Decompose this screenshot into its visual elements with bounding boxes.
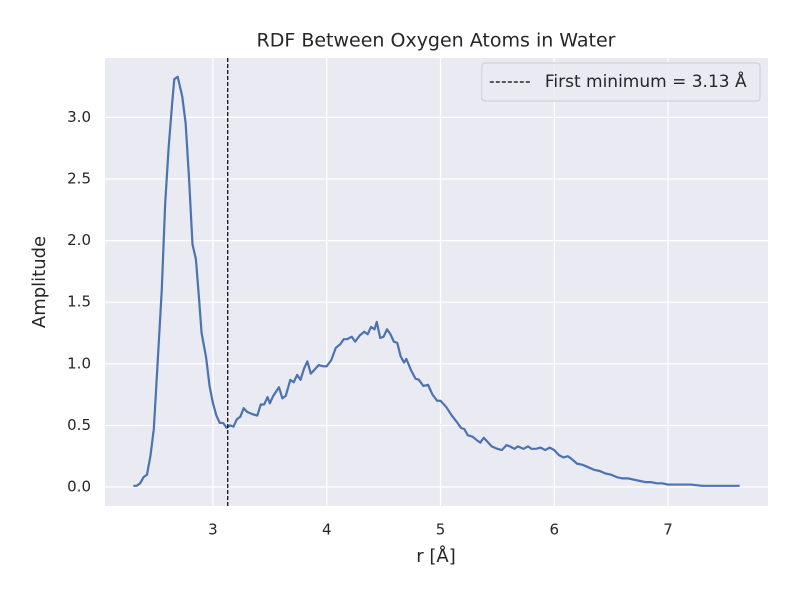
x-tick-label: 7 [663,521,673,539]
y-tick-label: 3.0 [67,108,91,126]
legend-label: First minimum = 3.13 Å [545,70,747,92]
chart-title: RDF Between Oxygen Atoms in Water [257,30,616,52]
x-axis-label: r [Å] [416,545,455,567]
x-tick-label: 5 [436,521,446,539]
y-tick-label: 2.0 [67,231,91,249]
x-tick-label: 3 [208,521,218,539]
legend [481,62,761,102]
y-tick-label: 1.5 [67,293,91,311]
y-tick-label: 2.5 [67,169,91,187]
data-line [133,75,740,487]
x-tick-label: 6 [549,521,559,539]
y-axis-label: Amplitude [29,236,50,328]
y-tick-label: 0.0 [67,478,91,496]
plot-area [105,58,768,506]
x-tick-label: 4 [322,521,332,539]
y-tick-label: 0.5 [67,416,91,434]
y-tick-label: 1.0 [67,354,91,372]
